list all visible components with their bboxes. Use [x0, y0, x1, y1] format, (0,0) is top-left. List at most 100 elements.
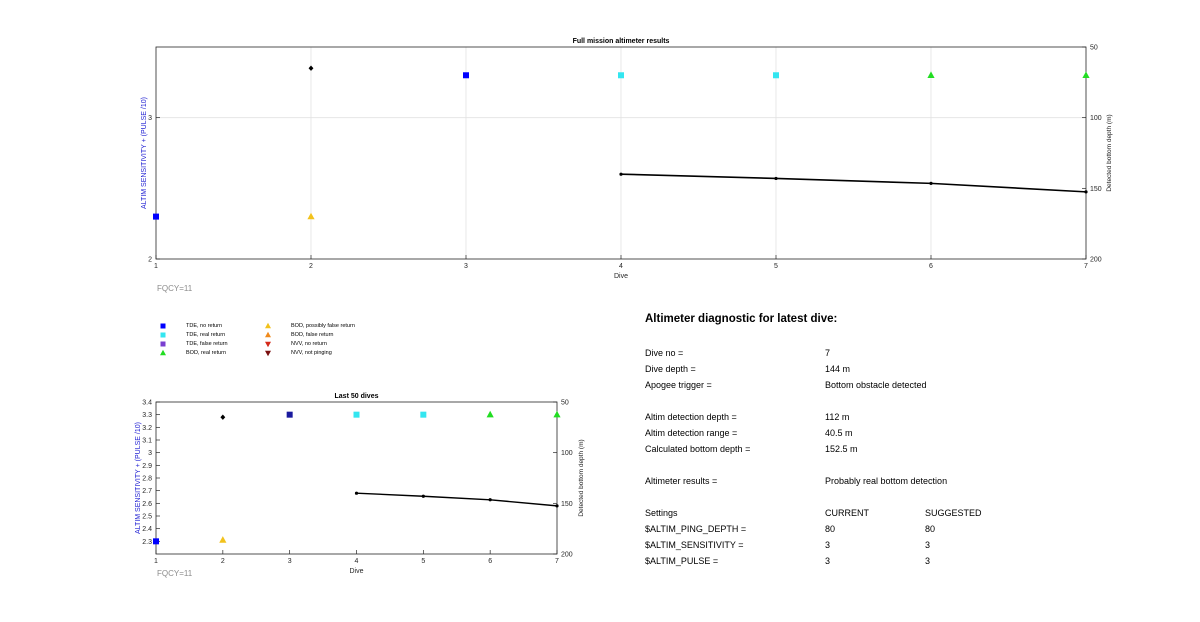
suggested-header: SUGGESTED [925, 508, 982, 518]
y2-tick-label: 100 [1090, 115, 1102, 122]
y-tick-label: 2.4 [142, 526, 152, 533]
y-tick-label: 3.1 [142, 437, 152, 444]
legend-marker [160, 323, 166, 329]
setting-name: $ALTIM_PULSE = [645, 556, 719, 566]
x-axis-label: Dive [614, 273, 628, 280]
data-point [618, 72, 624, 79]
setting-name: $ALTIM_SENSITIVITY = [645, 540, 744, 550]
legend-marker [160, 349, 166, 356]
x-tick-label: 7 [1084, 263, 1088, 270]
legend-marker [265, 331, 271, 338]
x-tick-label: 6 [929, 263, 933, 270]
setting-current: 3 [825, 556, 831, 566]
data-point [486, 410, 494, 418]
y2-axis-label: Detected bottom depth (m) [1106, 114, 1113, 191]
fqcy-label-bottom: FQCY=11 [157, 569, 193, 578]
dive-no-value: 7 [825, 348, 831, 358]
settings-label: Settings [645, 508, 678, 518]
x-tick-label: 3 [288, 558, 292, 565]
y2-tick-label: 50 [1090, 44, 1098, 51]
y2-tick-label: 150 [1090, 186, 1102, 193]
legend-label: BOD, real return [186, 350, 227, 356]
current-header: CURRENT [825, 508, 869, 518]
legend-label: BOD, false return [291, 332, 334, 338]
x-tick-label: 2 [309, 263, 313, 270]
legend-marker [265, 350, 271, 357]
y-tick-label: 3.4 [142, 399, 152, 406]
dive-no-label: Dive no = [645, 348, 684, 358]
y2-tick-label: 150 [561, 501, 573, 508]
setting-suggested: 3 [925, 556, 931, 566]
setting-row: $ALTIM_PULSE = 3 3 [645, 556, 1145, 568]
altimeter-results-value: Probably real bottom detection [825, 476, 948, 486]
data-point [286, 411, 293, 418]
chart-title: Full mission altimeter results [573, 38, 670, 45]
x-tick-label: 2 [221, 558, 225, 565]
bottom-depth-point [929, 181, 933, 185]
triangle-down-marker-icon [265, 341, 271, 348]
x-tick-label: 7 [555, 558, 559, 565]
extra-marker [308, 65, 314, 71]
data-point [773, 72, 779, 79]
detection-range-value: 40.5 m [825, 428, 853, 438]
extra-marker [220, 414, 226, 420]
setting-row: $ALTIM_PING_DEPTH = 80 80 [645, 524, 1145, 536]
setting-current: 80 [825, 524, 836, 534]
bottom-depth-line [620, 173, 1087, 193]
y-tick-label: 2.6 [142, 501, 152, 508]
x-tick-label: 6 [488, 558, 492, 565]
square-marker-icon [160, 323, 166, 329]
y2-axis-label: Detected bottom depth (m) [578, 439, 585, 516]
bottom-depth-point [774, 176, 778, 181]
dive-no-row: Dive no = 7 [645, 348, 1145, 360]
detection-depth-label: Altim detection depth = [645, 412, 737, 422]
altimeter-results-label: Altimeter results = [645, 476, 718, 486]
y-axis-label: ALTIM SENSITIVITY + (PULSE /10) [135, 422, 142, 534]
y-tick-label: 3 [148, 450, 152, 457]
legend-label: TDE, no return [186, 323, 223, 329]
diagnostic-title: Altimeter diagnostic for latest dive: [645, 313, 838, 325]
y-tick-label: 2.5 [142, 513, 152, 520]
square-marker-icon [160, 332, 166, 338]
detection-range-row: Altim detection range = 40.5 m [645, 428, 1145, 440]
bottom-depth-point [421, 494, 425, 498]
bottom-depth-line [356, 492, 558, 507]
square-marker-icon [160, 341, 166, 347]
x-tick-label: 5 [421, 558, 425, 565]
data-point [153, 213, 159, 220]
bottom-depth-point [555, 504, 559, 508]
data-point [927, 71, 935, 78]
y-tick-label: 3.3 [142, 412, 152, 419]
calculated-depth-row: Calculated bottom depth = 152.5 m [645, 444, 1145, 456]
calculated-depth-value: 152.5 m [825, 444, 858, 454]
x-axis-label: Dive [349, 568, 363, 575]
detection-depth-row: Altim detection depth = 112 m [645, 412, 1145, 424]
data-point [420, 411, 427, 418]
triangle-up-marker-icon [265, 322, 271, 329]
setting-suggested: 3 [925, 540, 931, 550]
legend-marker [265, 341, 271, 348]
y2-tick-label: 50 [561, 399, 569, 406]
apogee-trigger-row: Apogee trigger = Bottom obstacle detecte… [645, 380, 1145, 392]
setting-name: $ALTIM_PING_DEPTH = [645, 524, 747, 534]
y2-tick-label: 100 [561, 450, 573, 457]
data-point [219, 536, 227, 543]
x-tick-label: 1 [154, 558, 158, 565]
dive-depth-label: Dive depth = [645, 364, 696, 374]
setting-row: $ALTIM_SENSITIVITY = 3 3 [645, 540, 1145, 552]
calculated-depth-label: Calculated bottom depth = [645, 444, 751, 454]
apogee-trigger-label: Apogee trigger = [645, 380, 712, 390]
setting-current: 3 [825, 540, 831, 550]
legend-label: NVV, not pinging [291, 350, 332, 356]
apogee-trigger-value: Bottom obstacle detected [825, 380, 927, 390]
legend-marker [160, 332, 166, 338]
y-tick-label: 3.2 [142, 425, 152, 432]
bottom-depth-point [1084, 190, 1088, 194]
legend-label: TDE, false return [186, 341, 228, 347]
bottom-depth-point [488, 498, 492, 502]
triangle-down-marker-icon [265, 350, 271, 357]
x-tick-label: 3 [464, 263, 468, 270]
data-point [153, 538, 159, 545]
